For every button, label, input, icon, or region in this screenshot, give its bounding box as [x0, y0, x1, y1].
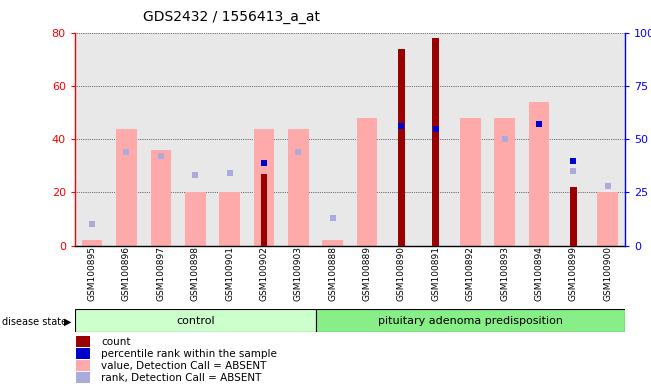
Text: ▶: ▶	[64, 317, 72, 327]
Text: GSM100888: GSM100888	[328, 246, 337, 301]
Bar	[76, 360, 90, 371]
Bar	[76, 348, 90, 359]
Point	[499, 136, 510, 142]
Text: GSM100895: GSM100895	[87, 246, 96, 301]
Text: rank, Detection Call = ABSENT: rank, Detection Call = ABSENT	[101, 373, 262, 383]
Bar	[116, 129, 137, 246]
Bar	[529, 102, 549, 246]
Text: GSM100892: GSM100892	[465, 246, 475, 301]
Text: percentile rank within the sample: percentile rank within the sample	[101, 349, 277, 359]
Bar	[260, 174, 268, 246]
Point	[225, 170, 235, 176]
Point	[534, 121, 544, 127]
Point	[396, 123, 407, 129]
Point	[121, 149, 132, 155]
Point	[431, 126, 441, 132]
Bar	[357, 118, 378, 246]
Text: GSM100899: GSM100899	[569, 246, 578, 301]
Point	[190, 172, 201, 179]
Bar	[82, 240, 102, 246]
Bar	[460, 118, 480, 246]
Text: GSM100889: GSM100889	[363, 246, 372, 301]
Point	[258, 160, 269, 166]
Text: GSM100898: GSM100898	[191, 246, 200, 301]
Point	[87, 221, 97, 227]
Bar	[254, 129, 274, 246]
Point	[156, 153, 166, 159]
Text: GSM100891: GSM100891	[432, 246, 440, 301]
Bar	[398, 49, 405, 246]
Text: pituitary adenoma predisposition: pituitary adenoma predisposition	[378, 316, 562, 326]
Bar	[494, 118, 515, 246]
Bar	[75, 309, 316, 332]
Point	[603, 183, 613, 189]
Text: GSM100900: GSM100900	[603, 246, 613, 301]
Bar	[322, 240, 343, 246]
Bar	[185, 192, 206, 246]
Bar	[570, 187, 577, 246]
Bar	[432, 38, 439, 246]
Text: GSM100897: GSM100897	[156, 246, 165, 301]
Bar	[598, 192, 618, 246]
Point	[568, 157, 579, 164]
Text: count: count	[101, 337, 131, 347]
Text: GSM100893: GSM100893	[500, 246, 509, 301]
Text: GSM100903: GSM100903	[294, 246, 303, 301]
Text: value, Detection Call = ABSENT: value, Detection Call = ABSENT	[101, 361, 266, 371]
Bar	[288, 129, 309, 246]
Text: disease state: disease state	[2, 317, 67, 327]
Point	[327, 215, 338, 221]
Bar	[76, 372, 90, 383]
Text: GDS2432 / 1556413_a_at: GDS2432 / 1556413_a_at	[143, 10, 320, 24]
Text: GSM100902: GSM100902	[260, 246, 268, 301]
Text: GSM100901: GSM100901	[225, 246, 234, 301]
Text: GSM100896: GSM100896	[122, 246, 131, 301]
Bar	[219, 192, 240, 246]
Point	[293, 149, 303, 155]
Text: control: control	[176, 316, 215, 326]
Text: GSM100894: GSM100894	[534, 246, 544, 301]
Bar	[316, 309, 625, 332]
Bar	[150, 150, 171, 246]
Point	[568, 168, 579, 174]
Bar	[76, 336, 90, 347]
Text: GSM100890: GSM100890	[397, 246, 406, 301]
